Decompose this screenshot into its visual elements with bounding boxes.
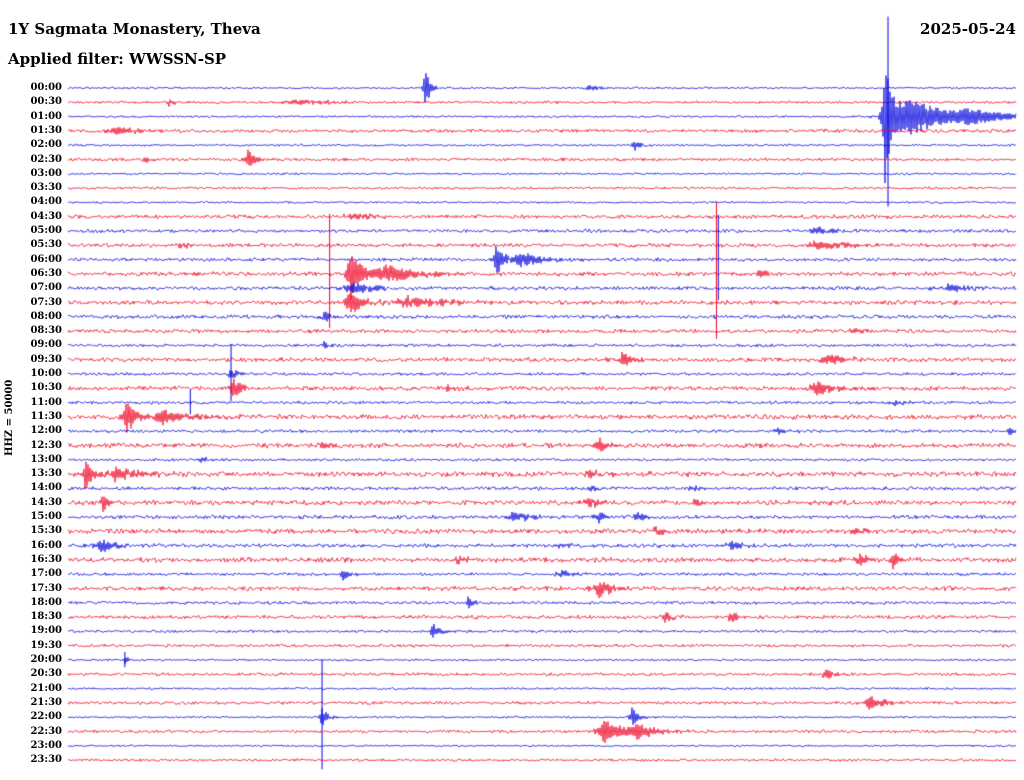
time-label: 13:30 xyxy=(30,468,62,480)
time-label: 04:30 xyxy=(30,210,62,222)
time-label: 10:00 xyxy=(30,368,62,379)
time-label: 05:00 xyxy=(30,225,62,236)
time-label: 00:00 xyxy=(30,82,62,93)
time-label: 21:00 xyxy=(30,682,62,694)
time-label: 17:00 xyxy=(30,568,62,580)
time-label: 09:30 xyxy=(30,353,62,365)
time-label: 12:00 xyxy=(30,425,62,437)
time-label: 11:30 xyxy=(30,410,62,422)
time-label: 22:00 xyxy=(30,711,62,723)
time-label: 09:00 xyxy=(30,339,62,351)
filter-label: Applied filter: WWSSN-SP xyxy=(8,50,227,68)
time-label: 12:30 xyxy=(30,439,62,451)
time-label: 13:00 xyxy=(30,453,62,465)
channel-scale-label: HHZ = 50000 xyxy=(4,379,15,456)
time-label: 11:00 xyxy=(30,396,62,408)
date-label: 2025-05-24 xyxy=(920,20,1016,38)
time-label: 21:30 xyxy=(30,696,62,708)
time-label: 18:00 xyxy=(30,596,62,608)
time-label: 16:00 xyxy=(30,539,62,551)
time-label: 06:30 xyxy=(30,267,62,279)
time-label: 07:00 xyxy=(30,282,62,294)
time-label: 20:30 xyxy=(30,668,62,680)
time-label: 14:00 xyxy=(30,482,62,494)
time-label: 00:30 xyxy=(30,96,62,108)
time-label: 23:30 xyxy=(30,754,62,766)
time-label: 23:00 xyxy=(30,739,62,751)
time-label: 08:00 xyxy=(30,310,62,322)
time-label: 01:30 xyxy=(30,124,62,136)
time-label: 19:30 xyxy=(30,639,62,651)
time-label: 15:00 xyxy=(30,511,62,522)
time-label: 07:30 xyxy=(30,296,62,308)
time-label: 05:30 xyxy=(30,239,62,251)
time-label: 19:00 xyxy=(30,625,62,637)
time-label: 04:00 xyxy=(30,196,62,208)
time-label: 22:30 xyxy=(30,725,62,737)
time-label: 03:30 xyxy=(30,182,62,194)
time-label: 17:30 xyxy=(30,582,62,594)
time-label: 20:00 xyxy=(30,654,62,665)
time-label: 18:30 xyxy=(30,611,62,623)
time-label: 03:00 xyxy=(30,167,62,179)
time-label: 08:30 xyxy=(30,325,62,337)
time-label: 02:00 xyxy=(30,139,62,151)
time-label: 10:30 xyxy=(30,382,62,394)
time-label: 14:30 xyxy=(30,496,62,508)
station-title: 1Y Sagmata Monastery, Theva xyxy=(8,20,261,38)
time-label: 15:30 xyxy=(30,525,62,537)
time-label: 06:00 xyxy=(30,253,62,265)
time-label: 01:00 xyxy=(30,110,62,122)
time-label: 02:30 xyxy=(30,153,62,165)
time-label: 16:30 xyxy=(30,553,62,565)
